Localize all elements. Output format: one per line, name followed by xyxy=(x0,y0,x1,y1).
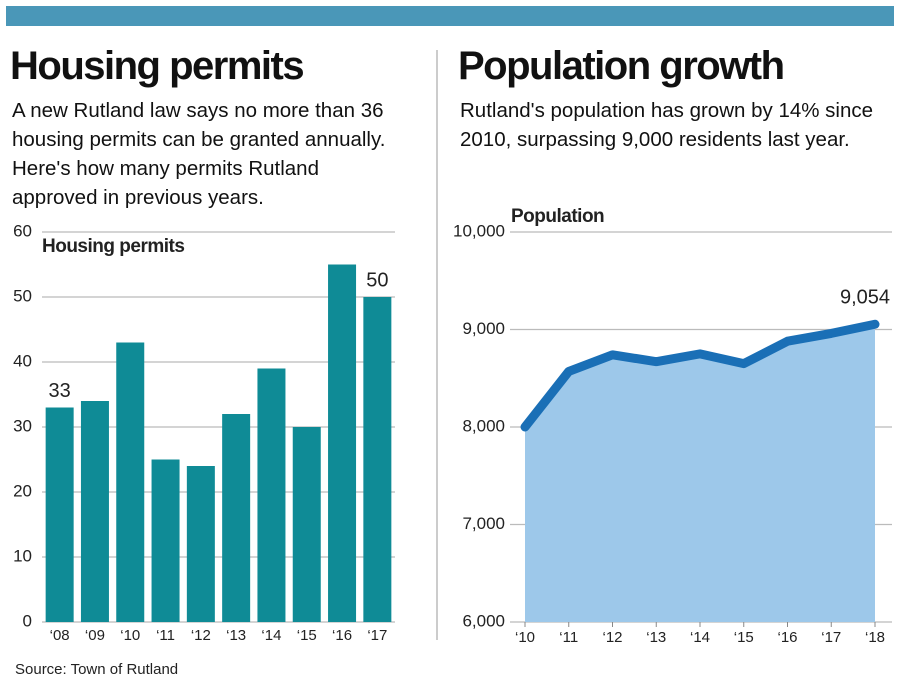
x-tick-label: ‘10 xyxy=(515,629,535,646)
x-tick-label: ‘14 xyxy=(690,629,710,646)
x-tick-label: ‘15 xyxy=(297,627,317,644)
bar xyxy=(151,459,180,622)
x-tick-label: ‘17 xyxy=(821,629,841,646)
y-tick-label: 60 xyxy=(13,221,32,240)
x-tick-label: ‘11 xyxy=(559,629,578,646)
y-tick-label: 30 xyxy=(13,416,32,435)
y-tick-label: 10,000 xyxy=(453,221,505,240)
bar xyxy=(328,264,357,622)
x-tick-label: ‘18 xyxy=(865,629,885,646)
x-tick-label: ‘09 xyxy=(85,627,105,644)
x-tick-label: ‘13 xyxy=(646,629,666,646)
bar xyxy=(222,414,251,622)
value-label: 9,054 xyxy=(840,287,890,309)
bar xyxy=(80,401,109,622)
chart-title: Housing permits xyxy=(10,44,305,88)
bar xyxy=(363,297,392,622)
y-axis-label: Housing permits xyxy=(42,236,184,257)
value-label: 50 xyxy=(366,269,388,291)
bar xyxy=(45,407,74,622)
y-tick-label: 7,000 xyxy=(462,514,505,533)
area xyxy=(525,324,875,622)
source: Source: Town of Rutland xyxy=(15,661,178,678)
x-tick-label: ‘13 xyxy=(226,627,246,644)
x-tick-label: ‘12 xyxy=(191,627,211,644)
y-tick-label: 50 xyxy=(13,286,32,305)
y-tick-label: 6,000 xyxy=(462,611,505,630)
x-tick-label: ‘16 xyxy=(777,629,797,646)
y-tick-label: 10 xyxy=(13,546,32,565)
x-tick-label: ‘12 xyxy=(602,629,622,646)
bar xyxy=(257,368,286,622)
x-tick-label: ‘11 xyxy=(156,627,175,644)
x-tick-label: ‘08 xyxy=(50,627,70,644)
chart-subtitle: A new Rutland law says no more than 36 h… xyxy=(12,99,386,209)
x-tick-label: ‘14 xyxy=(261,627,281,644)
bar xyxy=(292,427,321,622)
chart-subtitle: Rutland's population has grown by 14% si… xyxy=(460,99,874,151)
top-band xyxy=(6,6,894,26)
value-label: 33 xyxy=(49,380,71,402)
x-tick-label: ‘16 xyxy=(332,627,352,644)
x-tick-label: ‘10 xyxy=(120,627,140,644)
y-tick-label: 40 xyxy=(13,351,32,370)
y-axis-label: Population xyxy=(511,206,604,227)
y-tick-label: 0 xyxy=(23,611,32,630)
y-tick-label: 8,000 xyxy=(462,416,505,435)
x-tick-label: ‘17 xyxy=(367,627,387,644)
y-tick-label: 9,000 xyxy=(462,319,505,338)
y-tick-label: 20 xyxy=(13,481,32,500)
bar xyxy=(186,466,215,622)
x-tick-label: ‘15 xyxy=(734,629,754,646)
chart-title: Population growth xyxy=(458,44,785,88)
line xyxy=(520,319,880,432)
bar xyxy=(116,342,145,622)
